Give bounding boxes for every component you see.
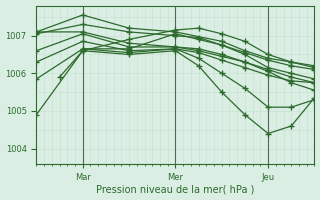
X-axis label: Pression niveau de la mer( hPa ): Pression niveau de la mer( hPa ) <box>96 184 255 194</box>
